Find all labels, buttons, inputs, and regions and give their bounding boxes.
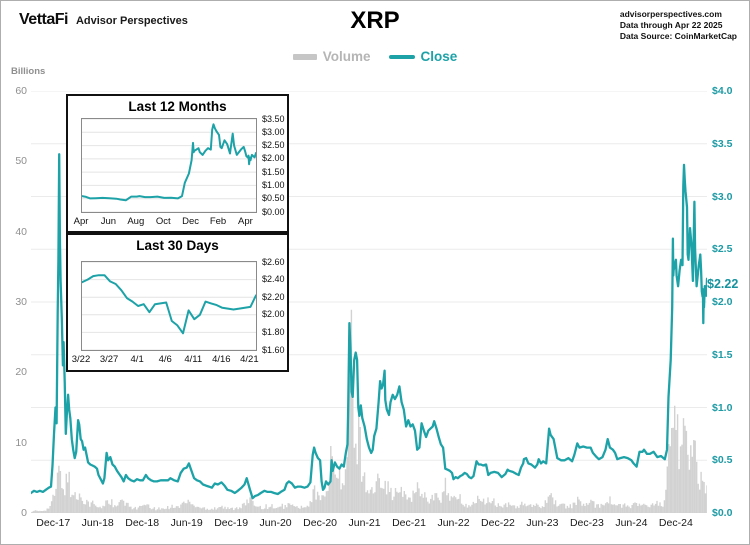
right-axis-tick: $1.5 [712,348,733,361]
x-axis-tick: Jun-22 [437,517,470,529]
vettafi-logo: VettaFi [19,11,68,28]
x-axis-tick: Jun-19 [170,517,203,529]
right-axis-tick: $3.5 [712,137,733,150]
current-price-label: $2.22 [707,277,739,291]
inset-y-tick: $3.50 [262,113,285,124]
inset-x-tick: 4/1 [130,354,144,365]
inset-y-tick: $2.40 [262,274,285,285]
legend-item-close: Close [388,49,458,64]
inset-12m-title: Last 12 Months [128,99,227,114]
brand-subtitle: Advisor Perspectives [75,15,188,27]
left-axis-tick: 20 [15,366,27,379]
inset-x-tick: 4/11 [184,354,203,365]
inset-x-tick: 4/6 [158,354,172,365]
source-date: Data through Apr 22 2025 [619,20,723,31]
x-axis-tick: Jun-24 [615,517,648,529]
right-axis-tick: $2.0 [712,296,733,308]
inset-x-tick: Feb [209,216,227,227]
legend-close-label: Close [420,49,458,64]
right-axis-tick: $0.0 [712,507,733,519]
volume-swatch-icon [292,53,317,60]
right-axis-tick: $0.5 [712,454,733,467]
left-axis-tick: 0 [21,507,27,519]
x-axis-tick: Dec-23 [569,517,604,529]
inset-y-tick: $1.50 [262,166,285,177]
inset-y-tick: $2.60 [262,256,285,267]
right-axis-tick: $1.0 [712,401,733,414]
source-block: advisorperspectives.com Data through Apr… [620,9,737,42]
source-provider: Data Source: CoinMarketCap [619,31,737,42]
inset-y-tick: $3.00 [262,126,285,137]
inset-x-tick: Apr [238,216,253,227]
x-axis-tick: Jun-18 [81,517,114,529]
source-site: advisorperspectives.com [619,9,722,19]
inset-x-tick: Aug [127,216,145,227]
inset-y-tick: $2.00 [262,153,285,164]
x-axis-tick: Dec-20 [303,517,338,529]
brand: VettaFi Advisor Perspectives [19,11,188,29]
x-axis-tick: Jun-21 [348,517,381,529]
inset-x-tick: Apr [73,216,89,227]
legend-volume-label: Volume [322,49,371,64]
inset-last-30-days: Last 30 Days $2.60 $2.40 $2.20 $2.00 $1.80 $1… [66,233,289,372]
inset-last-12-months: Last 12 Months $3.50 $3.00 $2.50 $2.00 $1.50… [66,94,289,233]
inset-y-tick: $2.20 [262,291,285,302]
left-axis-tick: 40 [15,225,27,238]
right-axis-tick: $3.0 [712,190,733,203]
inset-y-tick: $1.00 [262,179,285,190]
left-axis-unit-label: Billions [11,66,46,77]
inset-x-tick: Oct [155,216,171,227]
inset-y-tick: $2.00 [262,309,285,320]
inset-30d-title: Last 30 Days [136,238,219,253]
x-axis-tick: Jun-20 [259,517,292,529]
right-axis-tick: $2.5 [712,243,733,256]
x-axis-tick: Dec-21 [392,517,426,529]
inset-y-tick: $0.50 [262,193,285,204]
inset-x-tick: Jun [100,216,117,227]
inset-y-tick: $2.50 [262,140,285,151]
x-axis-tick: Dec-19 [214,517,249,529]
inset-y-tick: $1.80 [262,326,285,337]
inset-x-tick: 3/22 [71,354,91,365]
page-title: XRP [350,7,400,34]
inset-x-tick: 3/27 [99,354,119,365]
inset-x-tick: 4/16 [212,354,231,365]
inset-12m-plot [81,118,257,213]
right-axis-tick: $4.0 [712,85,733,97]
left-axis-tick: 30 [15,296,27,308]
left-axis-tick: 60 [15,85,27,97]
left-axis-tick: 10 [15,436,27,449]
close-swatch-icon [388,54,415,59]
inset-y-tick: $1.60 [262,344,285,355]
x-axis-tick: Dec-24 [658,517,693,529]
x-axis-tick: Dec-22 [481,517,515,529]
inset-x-tick: Dec [182,216,200,227]
legend-item-volume: Volume [292,49,371,64]
inset-y-tick: $0.00 [262,206,285,217]
inset-30d-plot [81,261,257,351]
x-axis-tick: Dec-17 [36,517,71,529]
left-axis-tick: 50 [15,155,27,168]
x-axis-tick: Jun-23 [526,517,559,529]
inset-x-tick: 4/21 [240,354,259,365]
legend: Volume Close [1,49,749,64]
x-axis-tick: Dec-18 [125,517,160,529]
